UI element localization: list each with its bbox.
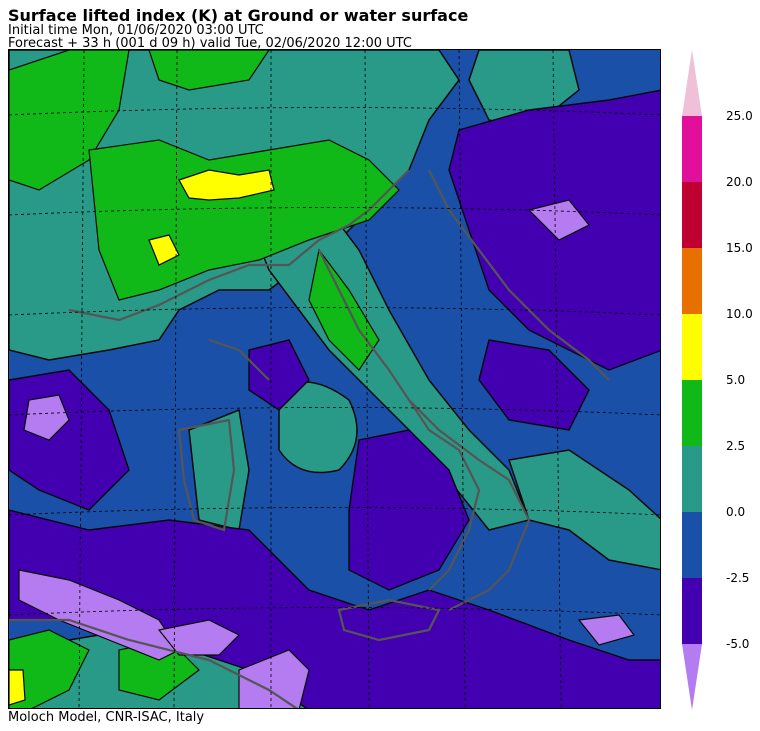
color-scale-bar bbox=[682, 50, 702, 710]
field-band-5-10 bbox=[9, 169, 275, 706]
legend-arrow-high bbox=[682, 50, 702, 116]
legend-tick-label: 20.0 bbox=[726, 175, 753, 189]
legend-swatch bbox=[682, 512, 702, 578]
color-scale-legend: -5.0 -2.5 0.0 2.5 5.0 10.0 15.0 20.0 25.0 bbox=[678, 50, 760, 712]
legend-tick-label: 25.0 bbox=[726, 109, 753, 123]
coastlines bbox=[9, 169, 610, 708]
forecast-time: Forecast + 33 h (001 d 09 h) valid Tue, … bbox=[8, 36, 412, 51]
legend-swatch bbox=[682, 314, 702, 380]
legend-swatch bbox=[682, 380, 702, 446]
legend-swatch bbox=[682, 446, 702, 512]
legend-tick-label: 10.0 bbox=[726, 307, 753, 321]
model-credit: Moloch Model, CNR-ISAC, Italy bbox=[8, 710, 205, 725]
map-title: Surface lifted index (K) at Ground or wa… bbox=[8, 6, 469, 25]
legend-swatch bbox=[682, 578, 702, 644]
graticule bbox=[9, 50, 660, 708]
legend-tick-label: -2.5 bbox=[726, 571, 750, 585]
legend-tick-label: 15.0 bbox=[726, 241, 753, 255]
legend-tick-label: 0.0 bbox=[726, 505, 746, 519]
legend-swatch bbox=[682, 248, 702, 314]
field-band-below-minus-5 bbox=[18, 199, 636, 708]
legend-tick-label: 5.0 bbox=[726, 373, 746, 387]
map-canvas bbox=[9, 50, 660, 708]
lifted-index-map bbox=[8, 49, 661, 709]
legend-arrow-low bbox=[682, 644, 702, 710]
legend-tick-label: 2.5 bbox=[726, 439, 746, 453]
legend-swatch bbox=[682, 116, 702, 182]
initial-time: Initial time Mon, 01/06/2020 03:00 UTC bbox=[8, 23, 264, 38]
legend-swatch bbox=[682, 182, 702, 248]
legend-tick-label: -5.0 bbox=[726, 637, 750, 651]
